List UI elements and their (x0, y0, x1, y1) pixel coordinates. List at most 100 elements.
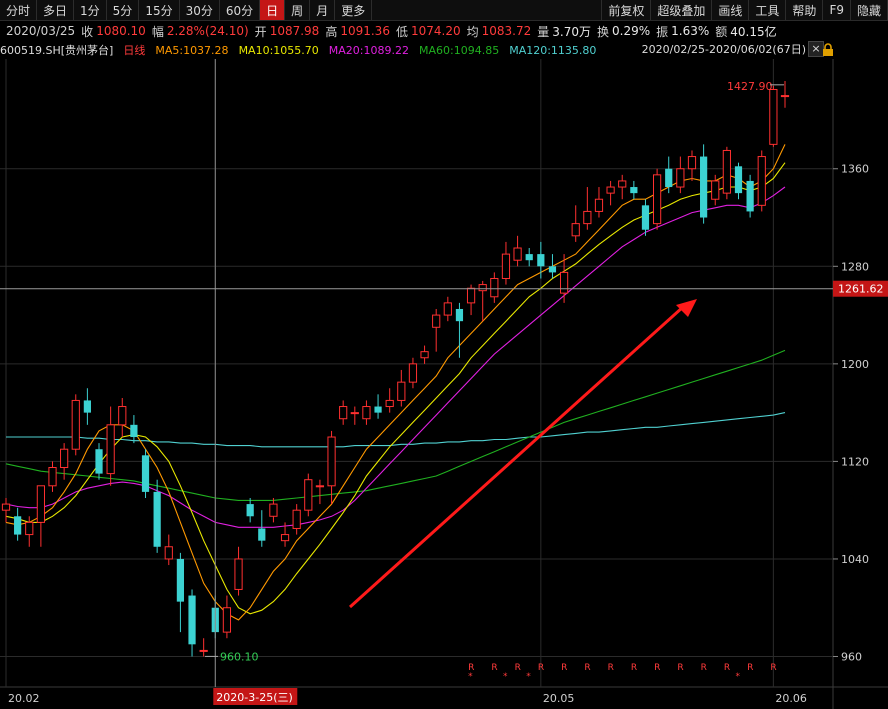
high-label: 高 (325, 24, 338, 39)
amount-value: 40.15亿 (730, 24, 777, 39)
ma5-label: MA5:1037.28 (155, 43, 229, 57)
period-tab-7[interactable]: 日 (260, 0, 286, 20)
high-value: 1091.36 (340, 24, 390, 38)
period-tab-1[interactable]: 多日 (37, 0, 75, 20)
period-tab-6[interactable]: 60分 (220, 0, 261, 20)
chart-grid (0, 59, 888, 709)
tool-button-4[interactable]: 帮助 (786, 0, 824, 20)
signal-marker-r: R (584, 663, 590, 673)
period-tab-9[interactable]: 月 (310, 0, 336, 20)
ma120-label: MA120:1135.80 (509, 43, 597, 57)
signal-marker-r: R (747, 663, 753, 673)
tool-button-2[interactable]: 画线 (712, 0, 750, 20)
ma60-label: MA60:1094.85 (419, 43, 500, 57)
candle-body-up (234, 558, 243, 590)
avg-label: 均 (466, 24, 479, 39)
signal-marker-r: R (538, 663, 544, 673)
period-tab-8[interactable]: 周 (285, 0, 311, 20)
candle-body-up (478, 284, 487, 292)
crosshair-date-box (213, 688, 298, 705)
close-value: 1080.10 (96, 24, 146, 38)
candle-body-up (304, 479, 313, 511)
candle-body-up (71, 399, 80, 450)
candle-body-up (315, 485, 325, 488)
quote-date: 2020/03/25 (6, 24, 76, 38)
candle-body-down (525, 254, 533, 261)
volume-value: 3.70万 (552, 24, 591, 39)
x-tick-label: 20.05 (543, 692, 575, 705)
candle-body-up (327, 436, 336, 487)
candle-body-up (48, 467, 57, 487)
candle-body-up (397, 381, 406, 401)
signal-marker-r: R (701, 663, 707, 673)
candle-body-down (630, 187, 638, 194)
candle-body-up (269, 503, 278, 517)
trend-arrow-shaft (348, 305, 685, 609)
period-tab-0[interactable]: 分时 (0, 0, 38, 20)
candle-body-up (280, 534, 290, 542)
y-tick-label: 1280 (841, 260, 869, 273)
tool-button-3[interactable]: 工具 (749, 0, 787, 20)
period-tab-4[interactable]: 15分 (139, 0, 180, 20)
ma20-label: MA20:1089.22 (328, 43, 409, 57)
candle-body-up (559, 271, 569, 294)
candle-body-down (537, 254, 545, 267)
x-tick-label: 20.02 (8, 692, 40, 705)
price-axis: 960 1040 1120 1200 1280 1360 (833, 163, 869, 664)
candlestick-chart[interactable]: 960 1040 1120 1200 1280 1360 20.02 2020-3-25(三… (0, 59, 888, 709)
candle-body-up (571, 223, 580, 237)
y-tick-label: 1040 (841, 553, 869, 566)
signal-marker-r: R (654, 663, 660, 673)
candle-body-up (385, 399, 394, 408)
candle-body-up (1, 503, 11, 511)
tool-button-0[interactable]: 前复权 (602, 0, 652, 20)
change-label: 幅 (151, 24, 164, 39)
volume-label: 量 (537, 24, 550, 39)
period-tab-3[interactable]: 5分 (107, 0, 140, 20)
candle-body-up (443, 302, 452, 316)
tool-button-1[interactable]: 超级叠加 (651, 0, 713, 20)
candle-body-up (711, 180, 720, 200)
candle-body-up (618, 180, 627, 188)
signal-marker-r: R (468, 663, 474, 673)
candle-body-up (118, 406, 127, 426)
candle-body-down (665, 168, 673, 188)
current-price-label: 1261.62 (838, 283, 884, 296)
candle-body-up (408, 363, 418, 383)
candle-body-up (490, 277, 499, 298)
ma10-label: MA10:1055.70 (238, 43, 319, 57)
tool-button-5[interactable]: F9 (823, 0, 851, 20)
ma5-line (5, 144, 786, 621)
moving-average-lines (5, 144, 786, 621)
tool-button-6[interactable]: 隐藏 (851, 0, 888, 20)
candle-body-up (339, 406, 348, 420)
period-tab-10[interactable]: 更多 (335, 0, 373, 20)
period-toolbar: 分时 多日 1分 5分 15分 30分 60分日周月更多 前复权 超级叠加 画线 工具 帮助 F9 隐藏 (0, 0, 888, 21)
candle-body-up (722, 149, 731, 194)
amplitude-value: 1.63% (671, 24, 710, 38)
candle-body-up (769, 88, 778, 145)
signal-marker-star: * (526, 672, 531, 682)
candle-body-up (606, 186, 615, 194)
stock-name[interactable]: [贵州茅台] (60, 44, 114, 57)
crosshair-date-label: 2020-3-25(三) (216, 691, 293, 704)
period-tab-2[interactable]: 1分 (74, 0, 107, 20)
candle-body-up (466, 287, 476, 304)
candle-body-up (164, 546, 173, 560)
candle-body-up (222, 607, 232, 633)
ma10-line (5, 162, 786, 615)
ma120-line (6, 412, 786, 448)
period-tab-5[interactable]: 30分 (180, 0, 220, 20)
candle-body-up (199, 649, 208, 652)
signal-marker-r: R (631, 663, 637, 673)
date-range: 2020/02/25-2020/06/02(67日) (641, 43, 806, 56)
candle-body-down (188, 595, 196, 645)
candle-body-up (653, 174, 662, 225)
y-tick-label: 960 (841, 651, 862, 664)
signal-marker-star: * (468, 672, 473, 682)
candle-body-up (292, 509, 301, 529)
lock-icon[interactable] (822, 43, 834, 57)
signal-marker-r: R (608, 663, 614, 673)
quote-bar: 2020/03/25 收 1080.10 幅 2.28%(24.10) 开 10… (0, 21, 888, 41)
candle-body-down (95, 449, 103, 474)
